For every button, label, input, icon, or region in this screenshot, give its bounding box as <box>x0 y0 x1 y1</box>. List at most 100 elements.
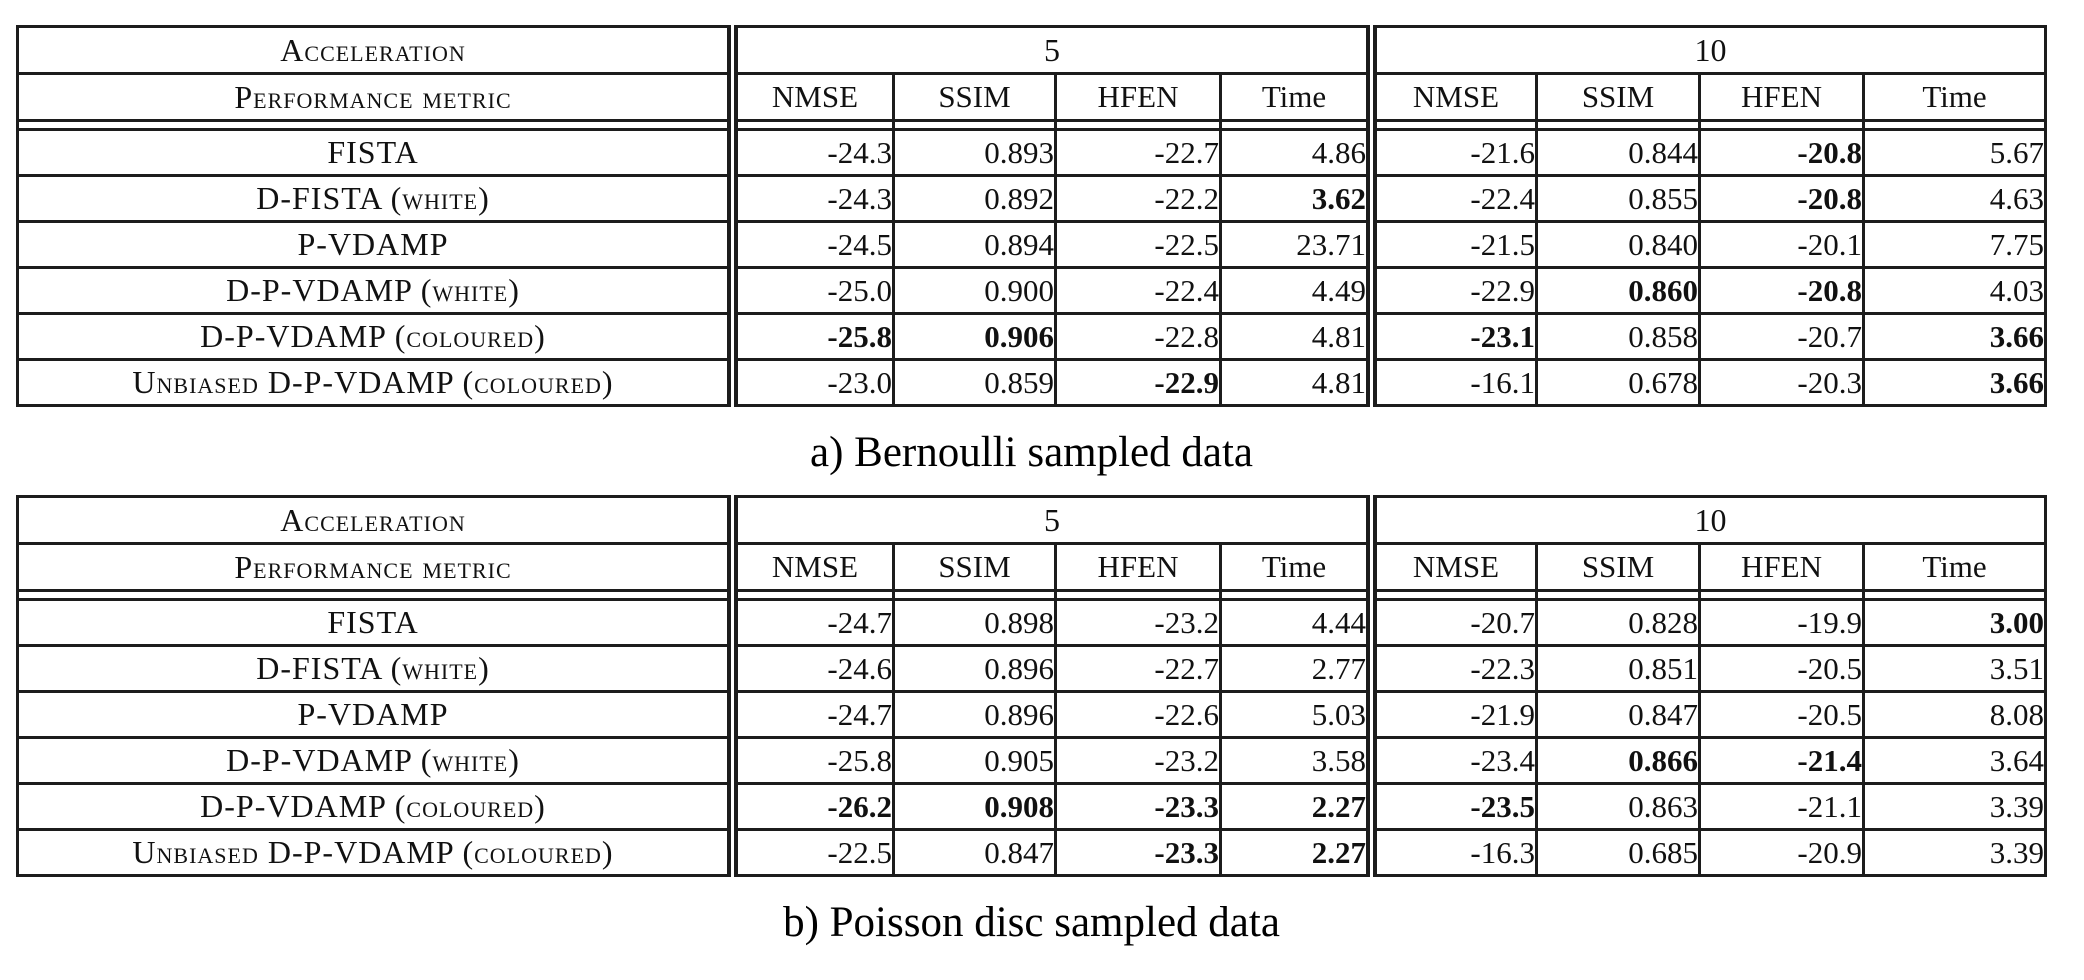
metric-value: 3.64 <box>1862 736 2047 785</box>
metric-value: -21.9 <box>1370 690 1538 739</box>
metric-value: 3.66 <box>1862 358 2047 407</box>
metric-value: -21.6 <box>1370 128 1538 177</box>
metric-value: -22.8 <box>1054 312 1222 361</box>
metric-value: -20.5 <box>1698 690 1865 739</box>
row-label: Unbiased D-P-VDAMP (coloured) <box>16 828 738 877</box>
acceleration-group-10: 10 <box>1370 25 2047 75</box>
table-row: D-P-VDAMP (white) -25.8 0.905 -23.2 3.58 -23.… <box>16 736 2047 785</box>
acceleration-label: Acceleration <box>16 25 738 75</box>
metric-value: 0.906 <box>892 312 1057 361</box>
col-header-ssim: SSIM <box>892 72 1057 122</box>
metric-header-row: Performance metric NMSE SSIM HFEN Time N… <box>16 542 2047 592</box>
double-rule <box>16 589 2047 601</box>
metric-value: -24.7 <box>731 598 895 647</box>
metric-value: 3.39 <box>1862 782 2047 831</box>
metric-value: 4.44 <box>1219 598 1377 647</box>
metric-value: -20.5 <box>1698 644 1865 693</box>
metric-value: 0.860 <box>1535 266 1701 315</box>
metric-value: -23.2 <box>1054 598 1222 647</box>
acceleration-group-5: 5 <box>731 25 1377 75</box>
row-label: P-VDAMP <box>16 690 738 739</box>
metric-value: 3.66 <box>1862 312 2047 361</box>
col-header-ssim: SSIM <box>1535 72 1701 122</box>
metric-value: -23.1 <box>1370 312 1538 361</box>
table-row: D-FISTA (white) -24.3 0.892 -22.2 3.62 -22.4 0… <box>16 174 2047 223</box>
metric-value: 0.840 <box>1535 220 1701 269</box>
acceleration-group-10: 10 <box>1370 495 2047 545</box>
metric-value: 2.27 <box>1219 782 1377 831</box>
col-header-ssim: SSIM <box>1535 542 1701 592</box>
metric-value: -22.5 <box>1054 220 1222 269</box>
metric-value: -23.3 <box>1054 782 1222 831</box>
metric-value: -23.3 <box>1054 828 1222 877</box>
col-header-hfen: HFEN <box>1698 542 1865 592</box>
col-header-ssim: SSIM <box>892 542 1057 592</box>
metric-value: -20.8 <box>1698 174 1865 223</box>
metric-value: -24.6 <box>731 644 895 693</box>
table-row: D-P-VDAMP (white) -25.0 0.900 -22.4 4.49 -22.… <box>16 266 2047 315</box>
row-label: D-P-VDAMP (white) <box>16 736 738 785</box>
row-label: D-P-VDAMP (coloured) <box>16 312 738 361</box>
metric-value: 5.67 <box>1862 128 2047 177</box>
col-header-nmse: NMSE <box>731 72 895 122</box>
col-header-nmse: NMSE <box>1370 542 1538 592</box>
metric-value: -16.3 <box>1370 828 1538 877</box>
metric-value: -23.2 <box>1054 736 1222 785</box>
metric-value: 4.03 <box>1862 266 2047 315</box>
metric-value: 4.63 <box>1862 174 2047 223</box>
metric-value: 0.908 <box>892 782 1057 831</box>
metric-value: -20.8 <box>1698 128 1865 177</box>
table-row: D-P-VDAMP (coloured) -25.8 0.906 -22.8 4.81-… <box>16 312 2047 361</box>
metric-value: 0.892 <box>892 174 1057 223</box>
row-label: D-P-VDAMP (coloured) <box>16 782 738 831</box>
col-header-hfen: HFEN <box>1054 72 1222 122</box>
metric-value: 0.847 <box>1535 690 1701 739</box>
metric-value: -25.0 <box>731 266 895 315</box>
row-label: D-FISTA (white) <box>16 174 738 223</box>
row-label: Unbiased D-P-VDAMP (coloured) <box>16 358 738 407</box>
metric-value: -22.6 <box>1054 690 1222 739</box>
metric-value: -24.3 <box>731 128 895 177</box>
metric-value: 3.62 <box>1219 174 1377 223</box>
metric-value: 0.894 <box>892 220 1057 269</box>
metric-value: -20.9 <box>1698 828 1865 877</box>
table-row: Unbiased D-P-VDAMP (coloured) -23.0 0.859 -… <box>16 358 2047 407</box>
metric-value: -22.7 <box>1054 128 1222 177</box>
metric-value: -21.4 <box>1698 736 1865 785</box>
metric-value: 2.27 <box>1219 828 1377 877</box>
metric-value: 4.49 <box>1219 266 1377 315</box>
metric-value: -23.5 <box>1370 782 1538 831</box>
row-label: FISTA <box>16 128 738 177</box>
col-header-nmse: NMSE <box>731 542 895 592</box>
table-row: D-FISTA (white) -24.6 0.896 -22.7 2.77 -22.3 0… <box>16 644 2047 693</box>
metric-value: -22.7 <box>1054 644 1222 693</box>
caption-poisson: b) Poisson disc sampled data <box>783 899 1280 946</box>
metric-value: 2.77 <box>1219 644 1377 693</box>
col-header-time: Time <box>1862 72 2047 122</box>
metric-value: 5.03 <box>1219 690 1377 739</box>
metric-value: -25.8 <box>731 736 895 785</box>
metric-value: 0.859 <box>892 358 1057 407</box>
metric-value: -16.1 <box>1370 358 1538 407</box>
metric-value: 3.39 <box>1862 828 2047 877</box>
metric-value: 0.855 <box>1535 174 1701 223</box>
acceleration-label: Acceleration <box>16 495 738 545</box>
metric-value: -22.4 <box>1054 266 1222 315</box>
metric-value: -23.4 <box>1370 736 1538 785</box>
metric-value: 3.00 <box>1862 598 2047 647</box>
metric-value: 0.678 <box>1535 358 1701 407</box>
col-header-hfen: HFEN <box>1054 542 1222 592</box>
metric-value: 0.685 <box>1535 828 1701 877</box>
metric-value: -24.7 <box>731 690 895 739</box>
metric-value: -21.1 <box>1698 782 1865 831</box>
metric-value: -24.3 <box>731 174 895 223</box>
table-row: P-VDAMP -24.5 0.894 -22.5 23.71 -21.5 0.840 -20… <box>16 220 2047 269</box>
table-row: FISTA -24.3 0.893 -22.7 4.86 -21.6 0.844 -20.8 5… <box>16 128 2047 177</box>
col-header-time: Time <box>1862 542 2047 592</box>
metric-value: 0.898 <box>892 598 1057 647</box>
metric-value: -23.0 <box>731 358 895 407</box>
row-label: D-P-VDAMP (white) <box>16 266 738 315</box>
metric-value: 3.58 <box>1219 736 1377 785</box>
metric-value: 8.08 <box>1862 690 2047 739</box>
